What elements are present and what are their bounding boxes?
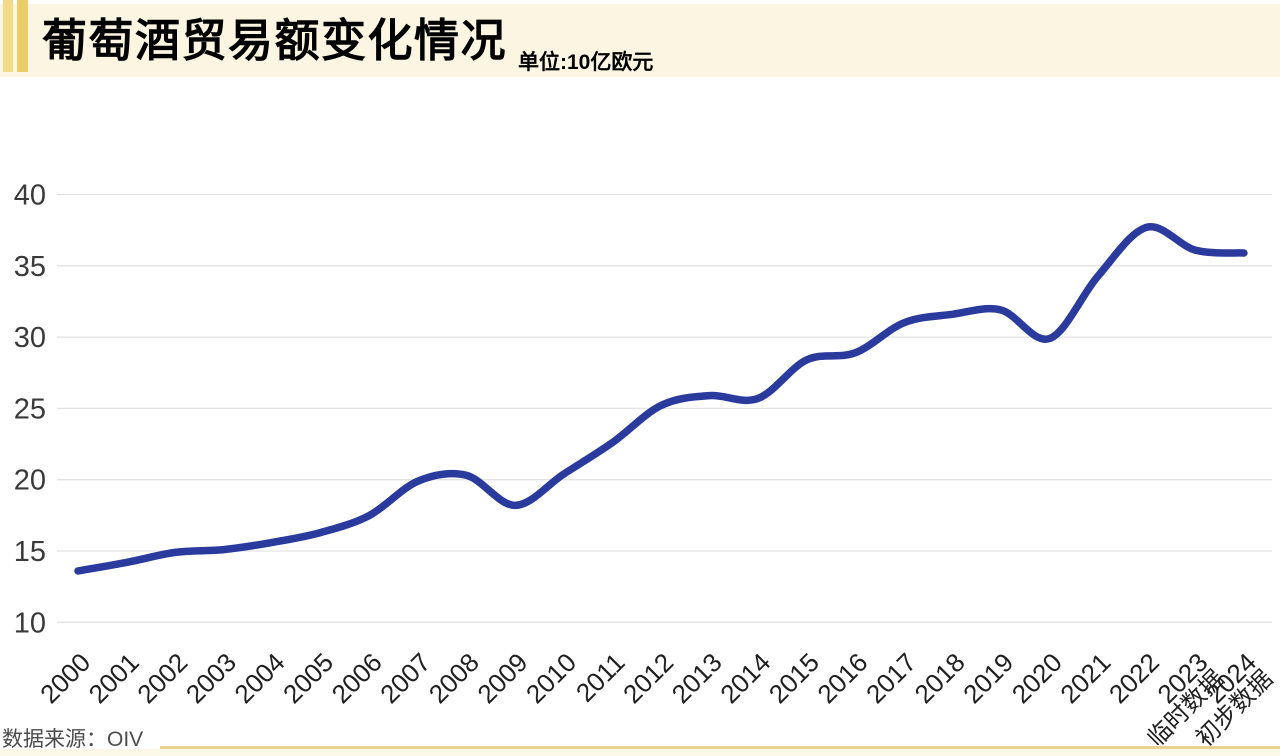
unit-label: 单位:10亿欧元 bbox=[518, 51, 654, 74]
x-axis-tick-label: 2006 bbox=[326, 647, 388, 709]
y-axis-tick-label: 40 bbox=[14, 180, 46, 212]
data-source-label: 数据来源：OIV bbox=[2, 728, 144, 751]
x-axis-tick-label: 2020 bbox=[1006, 647, 1068, 709]
footer-strip bbox=[0, 749, 1280, 756]
x-axis-tick-label: 2019 bbox=[957, 647, 1019, 709]
x-axis-tick-label: 2007 bbox=[374, 647, 436, 709]
accent-bar-thick bbox=[17, 0, 28, 72]
x-axis-tick-label: 2009 bbox=[471, 647, 533, 709]
x-axis-tick-label: 2015 bbox=[763, 647, 825, 709]
x-axis-tick-label: 2014 bbox=[714, 647, 776, 709]
x-axis-tick-label: 2013 bbox=[666, 647, 728, 709]
y-axis-tick-label: 10 bbox=[14, 607, 46, 639]
x-axis-tick-label: 2001 bbox=[83, 647, 145, 709]
y-axis-tick-label: 30 bbox=[14, 322, 46, 354]
trend-line bbox=[74, 223, 1248, 575]
x-axis-tick-label: 2011 bbox=[570, 647, 631, 708]
x-axis-tick-label: 2016 bbox=[811, 647, 873, 709]
x-axis-tick-label: 2000 bbox=[34, 647, 96, 709]
x-axis-tick-label: 2018 bbox=[909, 647, 971, 709]
x-axis-tick-label: 2017 bbox=[860, 647, 922, 709]
x-axis-tick-label: 2021 bbox=[1054, 647, 1116, 709]
y-axis-tick-label: 35 bbox=[14, 251, 46, 283]
x-axis-tick-label: 2005 bbox=[277, 647, 339, 709]
x-axis-tick-label: 2012 bbox=[617, 647, 679, 709]
x-axis-tick-label: 2010 bbox=[520, 647, 582, 709]
y-axis-tick-label: 20 bbox=[14, 465, 46, 497]
x-axis-tick-label: 2022 bbox=[1103, 647, 1165, 709]
x-axis-tick-label: 2004 bbox=[228, 647, 290, 709]
y-axis-tick-label: 15 bbox=[14, 536, 46, 568]
x-axis-tick-label: 2002 bbox=[131, 647, 193, 709]
y-axis-tick-label: 25 bbox=[14, 393, 46, 425]
x-axis-tick-label: 2008 bbox=[423, 647, 485, 709]
accent-bar-thin bbox=[3, 0, 13, 72]
header-band: 葡萄酒贸易额变化情况 单位:10亿欧元 bbox=[0, 4, 1280, 77]
x-axis-tick-label: 2003 bbox=[180, 647, 242, 709]
page-title: 葡萄酒贸易额变化情况 bbox=[42, 15, 508, 66]
footer-rule bbox=[160, 746, 1280, 749]
